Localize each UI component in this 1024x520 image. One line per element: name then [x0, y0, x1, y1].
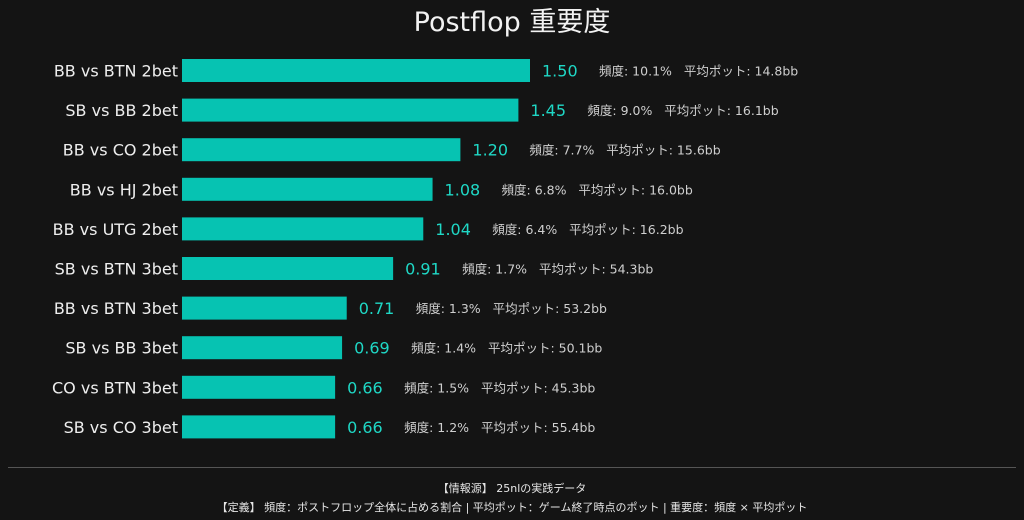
category-label: SB vs BTN 3bet	[55, 260, 178, 279]
annotation-label: 頻度: 1.7% 平均ポット: 54.3bb	[462, 262, 653, 277]
annotation-label: 頻度: 1.5% 平均ポット: 45.3bb	[404, 380, 595, 395]
annotation-label: 頻度: 1.2% 平均ポット: 55.4bb	[404, 420, 595, 435]
annotation-label: 頻度: 1.3% 平均ポット: 53.2bb	[416, 301, 607, 316]
footer-source: 【情報源】 25nlの実践データ	[437, 482, 587, 495]
category-label: SB vs BB 2bet	[65, 101, 178, 120]
bar	[182, 138, 461, 162]
bar	[182, 336, 343, 360]
bar	[182, 375, 336, 399]
annotation-label: 頻度: 9.0% 平均ポット: 16.1bb	[587, 103, 778, 118]
value-label: 1.08	[445, 180, 481, 199]
bar	[182, 257, 394, 280]
bar	[182, 296, 347, 320]
value-label: 1.45	[530, 101, 566, 120]
value-label: 0.71	[359, 299, 395, 318]
footer-definition: 【定義】 頻度：ポストフロップ全体に占める割合 | 平均ポット：ゲーム終了時点の…	[216, 501, 808, 514]
value-label: 1.04	[435, 220, 471, 239]
value-label: 0.69	[354, 339, 390, 358]
value-label: 1.50	[542, 62, 578, 81]
importance-bar-chart: Postflop 重要度 BB vs BTN 2bet 1.50 頻度: 10.1%…	[52, 7, 798, 439]
value-label: 0.66	[347, 418, 383, 437]
category-label: SB vs BB 3bet	[65, 339, 178, 358]
bar	[182, 217, 424, 241]
value-label: 0.91	[405, 260, 441, 279]
category-label: CO vs BTN 3bet	[52, 378, 178, 397]
category-label: SB vs CO 3bet	[64, 418, 178, 437]
bar	[182, 59, 530, 82]
category-label: BB vs BTN 3bet	[54, 299, 178, 318]
bar	[182, 98, 519, 122]
value-label: 1.20	[472, 141, 508, 160]
annotation-label: 頻度: 6.8% 平均ポット: 16.0bb	[502, 182, 693, 197]
bar	[182, 177, 433, 201]
value-label: 0.66	[347, 378, 383, 397]
category-label: BB vs CO 2bet	[63, 141, 178, 160]
bar	[182, 415, 336, 439]
category-label: BB vs BTN 2bet	[54, 62, 178, 81]
annotation-label: 頻度: 1.4% 平均ポット: 50.1bb	[411, 341, 602, 356]
annotation-label: 頻度: 6.4% 平均ポット: 16.2bb	[492, 222, 683, 237]
category-label: BB vs HJ 2bet	[70, 180, 178, 199]
annotation-label: 頻度: 7.7% 平均ポット: 15.6bb	[529, 143, 720, 158]
annotation-label: 頻度: 10.1% 平均ポット: 14.8bb	[599, 64, 798, 79]
chart-title: Postflop 重要度	[414, 7, 611, 38]
category-label: BB vs UTG 2bet	[53, 220, 178, 239]
footer-divider	[8, 467, 1016, 468]
